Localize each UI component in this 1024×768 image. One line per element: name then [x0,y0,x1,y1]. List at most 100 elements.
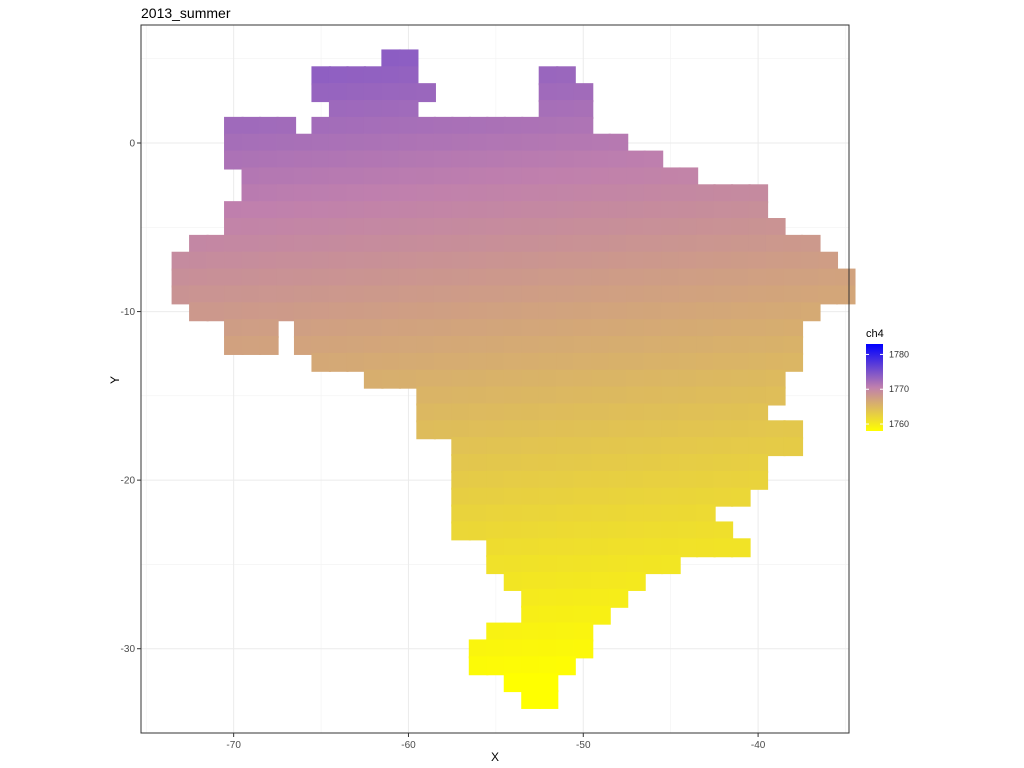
heatmap-cell [433,201,454,221]
heatmap-cell [748,454,769,473]
heatmap-cell [626,572,646,591]
heatmap-cell [556,622,576,642]
heatmap-cell [276,268,297,288]
heatmap-cell [259,302,279,322]
heatmap-cell [538,588,559,608]
heatmap-cell [468,285,489,305]
heatmap-cell [241,133,262,153]
heatmap-cell [661,234,681,254]
heatmap-cell [189,251,209,271]
heatmap-cell [363,218,384,237]
heatmap-cell [538,555,559,575]
heatmap-cell [661,319,681,339]
heatmap-cell [608,420,629,440]
heatmap-cell [591,555,611,575]
heatmap-cell [468,403,489,423]
heatmap-cell [556,100,576,119]
heatmap-cell [643,403,664,423]
heatmap-cell [363,83,384,103]
heatmap-cell [573,403,594,423]
heatmap-cell [328,201,349,221]
heatmap-cell [678,470,699,490]
heatmap-cell [328,285,349,305]
heatmap-cell [328,302,349,322]
heatmap-cell [381,133,401,153]
heatmap-cell [731,218,751,237]
heatmap-cell [661,437,681,457]
heatmap-cell [538,251,559,271]
heatmap-cell [486,251,506,271]
heatmap-cell [503,656,524,676]
heatmap-cell [224,133,244,153]
heatmap-cell [748,268,769,288]
heatmap-cell [224,251,244,271]
heatmap-cell [713,285,734,305]
legend-ticks: 1760 1770 1780 [866,349,909,429]
heatmap-cell [731,470,751,490]
heatmap-cell [765,268,786,288]
heatmap-cell [591,167,611,187]
heatmap-cell [189,268,209,288]
heatmap-cell [591,234,611,254]
heatmap-cell [451,369,471,389]
heatmap-cell [538,622,559,642]
heatmap-cell [696,251,716,271]
heatmap-cell [591,352,611,372]
heatmap-cell [556,572,576,591]
heatmap-cell [591,470,611,490]
heatmap-cell [538,268,559,288]
heatmap-cell [591,605,611,625]
heatmap-cell [451,184,471,204]
heatmap-cell [468,319,489,339]
heatmap-cell [731,420,751,440]
heatmap-cell [731,538,751,558]
heatmap-cell [661,555,681,575]
heatmap-cell [696,352,716,372]
heatmap-cell [713,251,734,271]
heatmap-cell [591,454,611,473]
heatmap-cell [486,622,506,642]
heatmap-cell [835,285,856,305]
heatmap-cell [556,369,576,389]
heatmap-cell [818,251,839,271]
heatmap-cell [731,251,751,271]
heatmap-cell [626,218,646,237]
heatmap-cell [241,319,262,339]
heatmap-cell [503,521,524,541]
heatmap-cell [608,555,629,575]
heatmap-cell [765,369,786,389]
heatmap-cell [468,116,489,136]
heatmap-cell [713,470,734,490]
heatmap-cell [224,285,244,305]
heatmap-cell [468,150,489,170]
heatmap-cell [556,66,576,86]
heatmap-cell [171,285,192,305]
heatmap-cell [468,369,489,389]
heatmap-cell [363,150,384,170]
heatmap-cell [591,403,611,423]
heatmap-cell [591,302,611,322]
heatmap-cell [486,285,506,305]
heatmap-cell [678,218,699,237]
heatmap-cell [608,201,629,221]
heatmap-cell [765,251,786,271]
heatmap-cell [468,656,489,676]
heatmap-cell [328,319,349,339]
heatmap-cell [224,116,244,136]
heatmap-cell [416,302,436,322]
heatmap-cell [468,201,489,221]
legend: ch4 1760 1770 1780 [866,328,909,431]
heatmap-cell [486,521,506,541]
heatmap-cell [468,251,489,271]
heatmap-cell [451,302,471,322]
heatmap-cell [346,201,367,221]
heatmap-cell [311,336,332,355]
heatmap-cell [643,218,664,237]
legend-colorbar [866,344,883,431]
heatmap-cell [748,369,769,389]
y-tick-label: -20 [121,476,136,487]
heatmap-cell [433,167,454,187]
heatmap-cell [626,386,646,406]
heatmap-cell [468,352,489,372]
